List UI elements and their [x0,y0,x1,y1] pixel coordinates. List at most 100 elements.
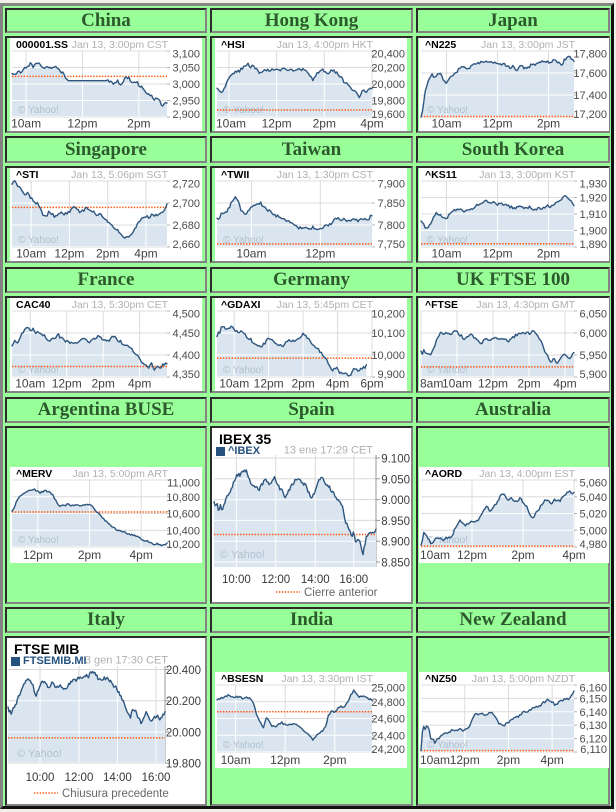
svg-text:2pm: 2pm [92,377,115,391]
svg-text:9,900: 9,900 [377,369,405,381]
svg-text:9.000: 9.000 [381,495,410,507]
svg-text:19,800: 19,800 [371,96,405,108]
svg-text:^N225: ^N225 [425,39,456,51]
svg-text:© Yahoo!: © Yahoo! [223,740,264,751]
svg-text:2pm: 2pm [96,247,119,261]
svg-text:17,200: 17,200 [573,109,607,121]
svg-text:7,900: 7,900 [377,179,405,191]
svg-text:© Yahoo!: © Yahoo! [427,235,468,246]
svg-text:16:00: 16:00 [142,772,171,784]
svg-text:© Yahoo!: © Yahoo! [427,535,468,546]
svg-text:© Yahoo!: © Yahoo! [427,105,468,116]
svg-text:2pm: 2pm [517,377,540,391]
svg-text:^HSI: ^HSI [221,39,245,51]
svg-text:25,000: 25,000 [371,683,405,695]
svg-text:Jan 13, 5:06pm SGT: Jan 13, 5:06pm SGT [71,169,168,181]
svg-text:12pm: 12pm [254,377,284,391]
svg-text:4pm: 4pm [540,753,563,767]
svg-text:Jan 13, 4:00pm HKT: Jan 13, 4:00pm HKT [277,39,374,51]
svg-text:Jan 13, 3:00pm JST: Jan 13, 3:00pm JST [481,39,576,51]
svg-text:10am: 10am [431,117,461,131]
svg-text:1,900: 1,900 [579,226,607,238]
svg-text:12pm: 12pm [305,247,335,261]
svg-text:20,000: 20,000 [371,79,405,91]
svg-text:Jan 13, 3:30pm IST: Jan 13, 3:30pm IST [281,673,373,685]
svg-text:24,400: 24,400 [371,730,405,742]
svg-text:12pm: 12pm [482,247,512,261]
svg-text:14:00: 14:00 [103,772,132,784]
svg-text:2pm: 2pm [537,117,560,131]
svg-text:6,150: 6,150 [579,693,607,705]
svg-text:10,100: 10,100 [371,328,405,340]
svg-text:7,800: 7,800 [377,220,405,232]
svg-text:10,800: 10,800 [166,492,200,504]
svg-text:2,700: 2,700 [172,198,200,210]
svg-text:5,000: 5,000 [579,525,607,537]
svg-text:^FTSE: ^FTSE [425,299,458,311]
svg-text:4,500: 4,500 [172,309,200,321]
svg-text:2pm: 2pm [313,117,336,131]
svg-text:4pm: 4pm [134,247,157,261]
svg-text:2pm: 2pm [323,753,346,767]
svg-text:7,850: 7,850 [377,198,405,210]
svg-text:3 gen 17:30 CET: 3 gen 17:30 CET [85,655,168,667]
svg-text:Chiusura precedente: Chiusura precedente [62,788,169,800]
svg-text:16:00: 16:00 [339,574,368,586]
svg-text:14:00: 14:00 [301,574,330,586]
svg-text:Jan 13, 3:00pm CST: Jan 13, 3:00pm CST [72,39,169,51]
svg-text:^GDAXI: ^GDAXI [221,299,260,311]
svg-text:2pm: 2pm [537,247,560,261]
svg-text:Jan 13, 4:30pm GMT: Jan 13, 4:30pm GMT [476,299,575,311]
svg-text:10am: 10am [15,377,45,391]
svg-text:19,600: 19,600 [371,109,405,121]
svg-text:2,720: 2,720 [172,179,200,191]
svg-text:5,040: 5,040 [579,492,607,504]
svg-text:3,050: 3,050 [172,63,200,75]
svg-text:6,130: 6,130 [579,720,607,732]
svg-text:1,920: 1,920 [579,193,607,205]
svg-text:8am: 8am [420,377,443,391]
svg-text:5,020: 5,020 [579,509,607,521]
svg-text:11,000: 11,000 [167,478,200,490]
svg-text:1,930: 1,930 [579,179,607,191]
svg-text:© Yahoo!: © Yahoo! [223,235,264,246]
svg-text:10am: 10am [221,753,251,767]
svg-text:9.100: 9.100 [381,454,410,466]
svg-text:2,660: 2,660 [172,239,200,251]
svg-text:9.050: 9.050 [381,474,410,486]
svg-text:4pm: 4pm [326,377,349,391]
svg-text:6,140: 6,140 [579,707,607,719]
svg-text:CAC40: CAC40 [16,299,51,311]
svg-text:10,600: 10,600 [166,509,200,521]
svg-text:4pm: 4pm [360,117,383,131]
svg-text:^BSESN: ^BSESN [221,673,263,685]
svg-text:Cierre anterior: Cierre anterior [304,587,378,599]
svg-text:6,120: 6,120 [579,734,607,746]
svg-text:12pm: 12pm [457,548,487,562]
svg-text:2,950: 2,950 [172,96,200,108]
svg-text:20.200: 20.200 [166,696,201,708]
svg-text:© Yahoo!: © Yahoo! [220,549,265,561]
svg-text:© Yahoo!: © Yahoo! [18,105,59,116]
svg-text:Jan 13, 5:45pm CET: Jan 13, 5:45pm CET [277,299,374,311]
svg-text:8.850: 8.850 [381,558,410,570]
svg-text:17,600: 17,600 [573,68,607,80]
svg-text:4pm: 4pm [562,548,585,562]
svg-text:3,000: 3,000 [172,79,200,91]
svg-text:12:00: 12:00 [261,574,290,586]
svg-text:Jan 13, 4:00pm EST: Jan 13, 4:00pm EST [479,468,575,480]
svg-text:Jan 13, 1:30pm CST: Jan 13, 1:30pm CST [277,169,374,181]
svg-text:20,200: 20,200 [371,63,405,75]
svg-text:4pm: 4pm [553,377,576,391]
svg-text:17,800: 17,800 [573,49,607,61]
svg-text:10am: 10am [420,548,450,562]
svg-text:Jan 13, 5:00pm ART: Jan 13, 5:00pm ART [72,468,168,480]
svg-text:^NZ50: ^NZ50 [425,673,457,685]
svg-text:12pm: 12pm [450,753,480,767]
svg-text:2pm: 2pm [127,117,150,131]
svg-text:FTSEMIB.MI: FTSEMIB.MI [23,655,87,667]
svg-text:2,680: 2,680 [172,220,200,232]
svg-text:7,750: 7,750 [377,239,405,251]
svg-text:8.950: 8.950 [381,516,410,528]
svg-text:000001.SS: 000001.SS [16,39,68,51]
